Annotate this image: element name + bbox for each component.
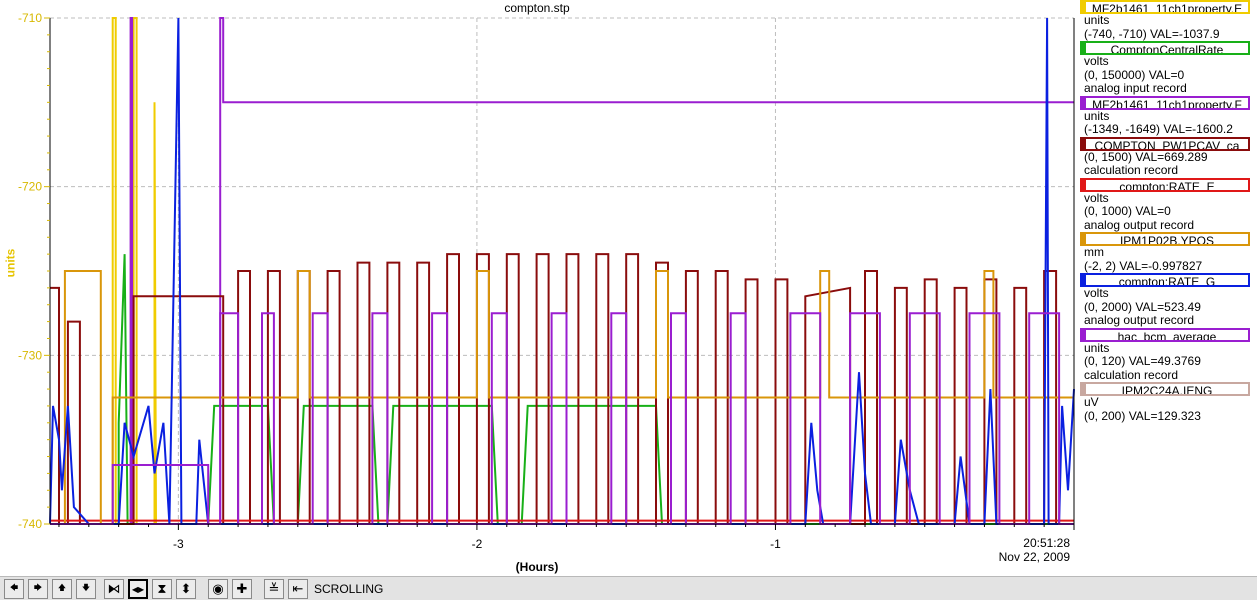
zoom-in-y-button[interactable]: ⧗ — [152, 579, 172, 599]
grid — [50, 17, 1074, 525]
legend-info-line: analog input record — [1084, 81, 1187, 95]
legend-info-line: units — [1084, 340, 1110, 355]
plot-area[interactable]: -3 -2 -1 -740 -730 -720 -710 — [0, 0, 1080, 576]
legend-trace-button[interactable]: MF2b1461_11ch1property.F — [1080, 95, 1250, 110]
stagger-button[interactable]: ≚ — [264, 579, 284, 599]
legend-entry: MF2b1461_11ch1property.E units (-740, -710… — [1080, 0, 1257, 41]
x-axis-label: (Hours) — [515, 560, 559, 574]
legend-info-line: (-740, -710) VAL=-1037.9 — [1084, 26, 1220, 41]
legend-info-line: mm — [1084, 245, 1104, 259]
legend-info-line: units — [1084, 13, 1110, 27]
legend-info-line: calculation record — [1084, 163, 1179, 177]
legend-entry: compton:RATE_E volts (0, 1000) VAL=0 analog… — [1080, 177, 1257, 233]
axes — [44, 17, 1075, 530]
target-icon: ◉ — [212, 581, 224, 597]
legend-info-line: (-2, 2) VAL=-0.997827 — [1084, 258, 1203, 273]
zoom-in-horizontal-icon: ⧑ — [107, 581, 121, 597]
series-line-1 — [50, 254, 1074, 525]
timestamp: 20:51:28 Nov 22, 2009 — [990, 536, 1070, 564]
legend-info-line: analog output record — [1084, 313, 1195, 327]
legend-entry: IPM1P02B.YPOS mm (-2, 2) VAL=-0.997827 — [1080, 232, 1257, 273]
legend-trace-button[interactable]: MF2b1461_11ch1property.E — [1080, 0, 1250, 14]
timestamp-time: 20:51:28 — [1023, 536, 1070, 550]
scroll-down-button[interactable]: 🡇 — [76, 579, 96, 599]
toolbar: SCROLLING 🡄 🡆 🡅 🡇 ⧑ ◀▶ ⧗ ⬍ ◉ ✚ ≚ ⇤ — [0, 576, 1257, 600]
y-tick-label: -730 — [18, 348, 42, 362]
plus-icon: ✚ — [236, 581, 248, 597]
legend-entry: COMPTON_PW1PCAV_ca (0, 1500) VAL=669.289 c… — [1080, 136, 1257, 178]
timestamp-date: Nov 22, 2009 — [998, 550, 1070, 564]
series-line-7 — [50, 312, 1074, 525]
legend-info-line: volts — [1084, 54, 1109, 68]
x-tick-label: -1 — [770, 537, 781, 551]
legend-trace-button[interactable]: compton:RATE_E — [1080, 177, 1250, 192]
legend-info-line: (0, 150000) VAL=0 — [1084, 67, 1185, 82]
legend-entry: ComptonCentralRate volts (0, 150000) VAL=0… — [1080, 41, 1257, 96]
chart-title: compton.stp — [504, 1, 570, 15]
arrow-up-icon: 🡅 — [57, 583, 67, 592]
legend-info-line: (-1349, -1649) VAL=-1600.2 — [1084, 122, 1233, 136]
arrow-down-icon: 🡇 — [81, 583, 91, 592]
legend-info-line: (0, 2000) VAL=523.49 — [1084, 299, 1201, 314]
legend-info-line: volts — [1084, 286, 1109, 300]
x-tick-label: -3 — [173, 537, 184, 551]
tick-labels: -3 -2 -1 -740 -730 -720 -710 — [18, 11, 781, 551]
legend-trace-button[interactable]: compton:RATE_G — [1080, 273, 1250, 287]
scroll-mode-icon: ⇤ — [292, 581, 304, 597]
x-tick-label: -2 — [472, 537, 483, 551]
scroll-mode-button[interactable]: ⇤ — [288, 579, 308, 599]
legend-info-line: uV — [1084, 395, 1099, 409]
series-line-0 — [50, 17, 1074, 525]
stagger-icon: ≚ — [268, 581, 280, 597]
legend-trace-button[interactable]: IPM1P02B.YPOS — [1080, 232, 1250, 246]
legend-entry: IPM2C24A.IENG uV (0, 200) VAL=129.323 — [1080, 382, 1257, 423]
legend-entry: compton:RATE_G volts (0, 2000) VAL=523.49 a… — [1080, 273, 1257, 328]
y-tick-label: -720 — [18, 180, 42, 194]
zoom-in-x-button[interactable]: ⧑ — [104, 579, 124, 599]
legend-trace-button[interactable]: ComptonCentralRate — [1080, 41, 1250, 55]
legend-entry: hac_bcm_average units (0, 120) VAL=49.3769… — [1080, 327, 1257, 383]
series-line-6 — [49, 17, 1075, 525]
legend-trace-button[interactable]: hac_bcm_average — [1080, 327, 1250, 342]
series-line-2 — [50, 17, 1074, 525]
y-tick-label: -740 — [18, 517, 42, 531]
legend-info-line: (0, 200) VAL=129.323 — [1084, 408, 1201, 423]
legend: MF2b1461_11ch1property.E units (-740, -710… — [1080, 0, 1257, 423]
scroll-left-button[interactable]: 🡄 — [4, 579, 24, 599]
autoscale-button[interactable]: ◉ — [208, 579, 228, 599]
arrow-left-icon: 🡄 — [9, 583, 19, 592]
legend-trace-button[interactable]: IPM2C24A.IENG — [1080, 382, 1250, 396]
legend-info-line: volts — [1084, 190, 1109, 205]
arrow-right-icon: 🡆 — [33, 583, 43, 592]
zoom-in-vertical-icon: ⧗ — [157, 581, 167, 597]
legend-info-line: (0, 120) VAL=49.3769 — [1084, 354, 1201, 368]
legend-info-line: calculation record — [1084, 367, 1179, 382]
zoom-out-horizontal-icon: ◀▶ — [131, 584, 145, 594]
legend-entry: MF2b1461_11ch1property.F units (-1349, -16… — [1080, 95, 1257, 137]
zoom-out-x-button[interactable]: ◀▶ — [128, 579, 148, 599]
legend-info-line: analog output record — [1084, 217, 1195, 232]
y-tick-label: -710 — [18, 11, 42, 25]
legend-info-line: (0, 1500) VAL=669.289 — [1084, 149, 1208, 164]
scroll-right-button[interactable]: 🡆 — [28, 579, 48, 599]
zoom-out-vertical-icon: ⬍ — [180, 581, 192, 597]
legend-info-line: units — [1084, 108, 1110, 123]
scroll-up-button[interactable]: 🡅 — [52, 579, 72, 599]
status-text: SCROLLING — [314, 582, 384, 596]
add-button[interactable]: ✚ — [232, 579, 252, 599]
series-group — [49, 17, 1075, 525]
legend-trace-button[interactable]: COMPTON_PW1PCAV_ca — [1080, 136, 1250, 151]
legend-info-line: (0, 1000) VAL=0 — [1084, 204, 1171, 218]
zoom-out-y-button[interactable]: ⬍ — [176, 579, 196, 599]
